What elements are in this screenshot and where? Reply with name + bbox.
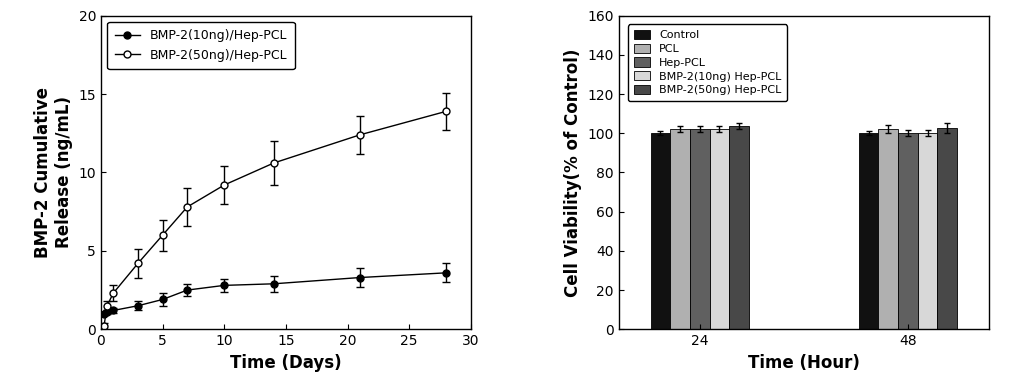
Bar (730, 127, 749, 329)
X-axis label: Time (Days): Time (Days) (230, 354, 342, 372)
Bar (898, 133, 918, 329)
X-axis label: Time (Hour): Time (Hour) (748, 354, 860, 372)
Legend: Control, PCL, Hep-PCL, BMP-2(10ng) Hep-PCL, BMP-2(50ng) Hep-PCL: Control, PCL, Hep-PCL, BMP-2(10ng) Hep-P… (629, 24, 787, 101)
Y-axis label: Cell Viability(% of Control): Cell Viability(% of Control) (564, 48, 582, 297)
Bar (690, 129, 709, 329)
Bar (651, 133, 670, 329)
Bar (859, 133, 879, 329)
Bar (937, 129, 957, 329)
Bar (918, 133, 937, 329)
Y-axis label: BMP-2 Cumulative
Release (ng/mL): BMP-2 Cumulative Release (ng/mL) (34, 87, 73, 258)
Legend: BMP-2(10ng)/Hep-PCL, BMP-2(50ng)/Hep-PCL: BMP-2(10ng)/Hep-PCL, BMP-2(50ng)/Hep-PCL (107, 22, 295, 69)
Bar (879, 129, 898, 329)
Bar (670, 129, 690, 329)
Bar (709, 129, 730, 329)
